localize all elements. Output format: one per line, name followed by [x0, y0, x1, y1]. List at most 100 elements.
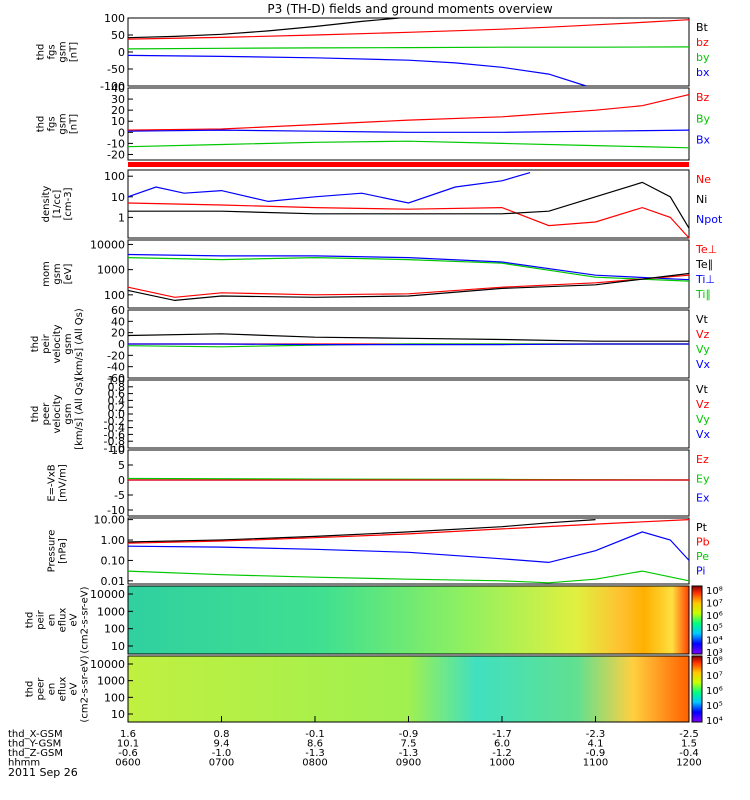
y-tick-label: 10 — [111, 640, 125, 653]
y-axis-label-line: gsm — [52, 263, 63, 284]
y-axis-label-line: [mV/m] — [58, 464, 69, 502]
ephemeris-value: 1100 — [583, 758, 608, 769]
ephemeris-value: -0.1 — [305, 729, 325, 740]
series-Ni-line — [128, 181, 690, 229]
series-Bx-line — [127, 129, 690, 133]
legend-Pb: Pb — [696, 536, 710, 549]
y-tick-label: 40 — [111, 315, 125, 328]
legend-Ti∥: Ti∥ — [695, 288, 711, 301]
legend-Ni: Ni — [696, 193, 707, 206]
y-axis-label-line: gsm — [63, 333, 74, 354]
spectrogram-image — [128, 586, 689, 654]
y-tick-label: -1.0 — [104, 442, 125, 455]
panel-frame — [127, 449, 690, 517]
series-Pe-line — [127, 570, 690, 584]
series-Vx-line — [128, 343, 689, 346]
series-Ne-line — [127, 202, 690, 239]
date-label: 2011 Sep 26 — [8, 766, 78, 779]
y-tick-label: -0.6 — [104, 428, 125, 441]
colorbar-tick-label: 10⁴ — [706, 636, 723, 647]
ephemeris-value: -1.3 — [399, 748, 419, 759]
y-axis-label: thdpeirvelocitygsm[km/s] (All Qs) — [30, 308, 85, 380]
colorbar-tick-label: 10⁷ — [706, 598, 723, 609]
y-axis-label: thdfgsgsm[nT] — [36, 41, 80, 62]
series-Vt-line — [127, 333, 689, 342]
series-Ti∥-line — [127, 256, 690, 282]
y-axis-label-line: gsm — [58, 41, 69, 62]
ephemeris-value: -0.4 — [679, 748, 699, 759]
series-Bt-line — [127, 17, 400, 39]
legend-Pi: Pi — [696, 565, 705, 578]
legend-Ey: Ey — [696, 472, 710, 485]
ephemeris-value: -1.3 — [305, 748, 325, 759]
y-axis-label-line: en — [47, 614, 58, 627]
y-tick-label: -20 — [107, 148, 125, 161]
y-axis-label-line: peer — [36, 677, 47, 701]
y-axis-label-line: eflux — [58, 608, 69, 633]
y-tick-label: -20 — [107, 349, 125, 362]
ephemeris-value: 0900 — [396, 758, 421, 769]
series-bx-line — [127, 54, 587, 87]
y-tick-label: 10 — [111, 444, 125, 457]
ephemeris-value: 1000 — [489, 758, 514, 769]
y-tick-label: 0.8 — [108, 381, 126, 394]
series-Pi-line — [127, 531, 690, 564]
y-tick-label: 0.10 — [101, 554, 126, 567]
legend-by: by — [696, 51, 710, 64]
series-Pb-line — [127, 519, 690, 544]
y-tick-label: 10.00 — [94, 514, 126, 527]
series-Bz-line — [127, 94, 690, 131]
y-tick-label: 10000 — [90, 238, 125, 251]
y-tick-label: 0 — [118, 126, 125, 139]
colorbar-tick-label: 10⁶ — [706, 611, 723, 622]
y-axis-label: momgsm[eV] — [41, 261, 74, 287]
y-tick-label: -0.2 — [104, 415, 125, 428]
legend-Bt: Bt — [696, 21, 709, 34]
y-tick-label: 30 — [111, 93, 125, 106]
y-tick-label: 0.6 — [108, 388, 126, 401]
y-axis-label-line: Pressure — [47, 530, 58, 573]
ephemeris-value: 4.1 — [588, 739, 604, 750]
ephemeris-value: 0700 — [209, 758, 234, 769]
legend-Ez: Ez — [696, 453, 709, 466]
y-tick-label: 1000 — [97, 605, 125, 618]
series-by-line — [127, 46, 690, 50]
panel-9: 10⁸10⁷10⁶10⁵10⁴10³10000100010010thdpeire… — [25, 585, 723, 659]
ephemeris-value: 0800 — [302, 758, 327, 769]
ephemeris-value: -1.2 — [492, 748, 512, 759]
panel-frame — [127, 517, 690, 585]
panel-frame — [127, 17, 690, 87]
series-By-line — [127, 140, 690, 149]
panel-4: 10000 1000 100 momgsm[eV] Te⊥ Te∥ Ti⊥ Ti∥ — [41, 238, 717, 309]
y-tick-label: 100 — [104, 12, 125, 25]
y-axis-label-line: thd — [25, 681, 36, 698]
y-tick-label: 50 — [111, 29, 125, 42]
y-axis-label-line: fgs — [47, 116, 58, 131]
ephemeris-value: 10.1 — [117, 739, 139, 750]
legend-Vz: Vz — [696, 328, 710, 341]
y-axis-label-line: eV — [69, 682, 80, 695]
y-tick-label: -60 — [107, 372, 125, 385]
y-tick-label: 0.01 — [101, 575, 126, 588]
panel-3: 100 10 1 density[1/cc][cm-3] Ne Ni Npot — [41, 169, 723, 239]
ephemeris-row-label: hhmm — [8, 758, 40, 769]
y-axis-label-line: E=-VxB — [47, 464, 58, 501]
y-axis-label: density[1/cc][cm-3] — [41, 186, 74, 223]
colorbar-tick-label: 10⁷ — [706, 671, 723, 682]
legend-Te∥: Te∥ — [695, 258, 713, 271]
y-axis-label: thdfgsgsm[nT] — [36, 113, 80, 134]
panel-frame — [127, 169, 690, 239]
colorbar-tick-label: 10⁸ — [706, 586, 723, 597]
y-axis-label-line: gsm — [58, 113, 69, 134]
legend-Bz: Bz — [696, 91, 710, 104]
x-axis — [127, 716, 690, 722]
legend-bx: bx — [696, 66, 710, 79]
y-axis-label-line: mom — [41, 261, 52, 287]
y-axis-label-line: density — [41, 186, 52, 223]
panel-frame — [127, 239, 690, 309]
colorbar — [691, 585, 703, 655]
ephemeris-value: -2.3 — [586, 729, 606, 740]
chart-title: P3 (TH-D) fields and ground moments over… — [267, 2, 552, 16]
y-tick-label: 100 — [104, 289, 125, 302]
